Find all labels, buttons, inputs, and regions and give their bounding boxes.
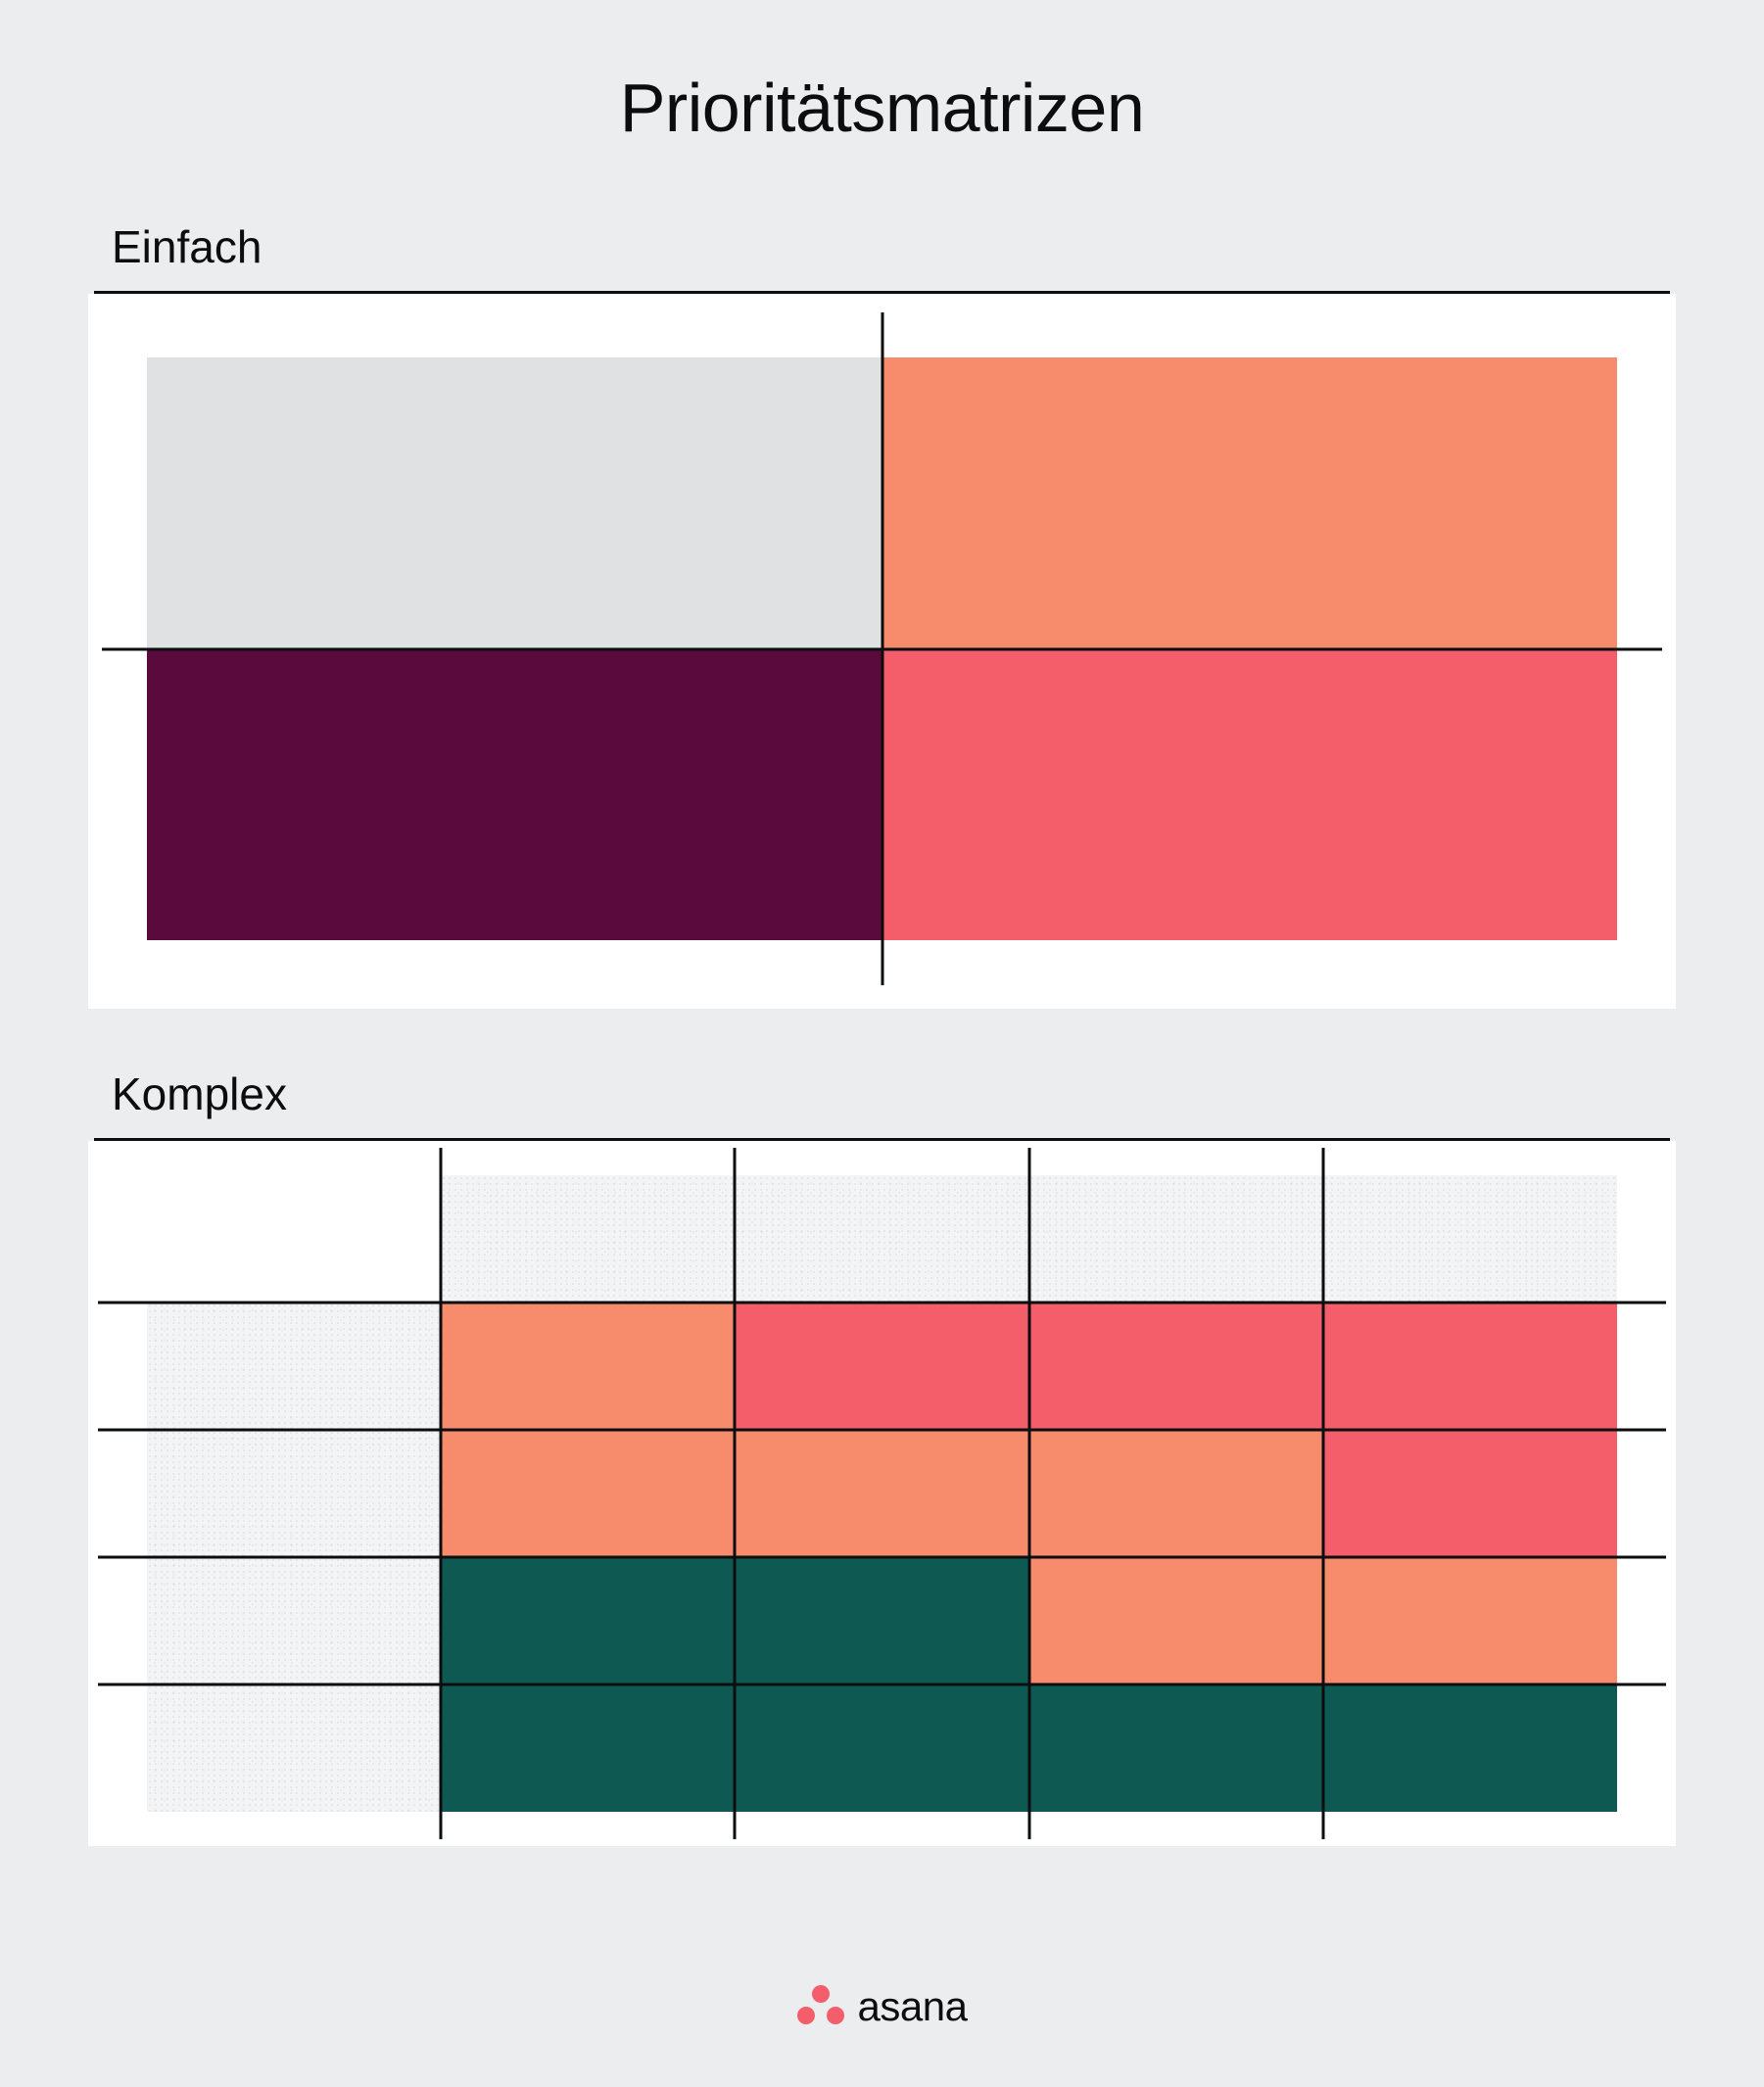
complex-grid-line-v <box>440 1148 443 1839</box>
complex-cells <box>147 1175 1617 1812</box>
asana-dot <box>797 2007 815 2024</box>
infographic-page: Prioritätsmatrizen Einfach Komplex <box>0 0 1764 2087</box>
complex-cell <box>441 1557 735 1684</box>
footer-brand: asana <box>0 1983 1764 2030</box>
complex-section: Komplex <box>88 1067 1676 1846</box>
complex-cell <box>1323 1430 1617 1557</box>
complex-grid-line-h <box>98 1684 1666 1686</box>
complex-grid-line-v <box>1027 1148 1030 1839</box>
page-title: Prioritätsmatrizen <box>88 69 1676 147</box>
simple-panel <box>88 294 1676 1009</box>
complex-cell <box>735 1175 1028 1303</box>
complex-cell <box>441 1684 735 1812</box>
complex-cell <box>1029 1684 1323 1812</box>
simple-section: Einfach <box>88 220 1676 1009</box>
complex-cell <box>735 1303 1028 1430</box>
asana-dot <box>827 2007 844 2024</box>
asana-logo-icon <box>797 1985 844 2028</box>
complex-cell <box>147 1430 441 1557</box>
complex-cell <box>441 1303 735 1430</box>
complex-cell <box>1323 1684 1617 1812</box>
complex-cell <box>1029 1175 1323 1303</box>
complex-cell <box>147 1557 441 1684</box>
complex-cell <box>441 1175 735 1303</box>
complex-cell <box>1323 1175 1617 1303</box>
complex-panel <box>88 1141 1676 1846</box>
complex-grid-line-v <box>1321 1148 1324 1839</box>
complex-cell <box>735 1684 1028 1812</box>
complex-cell <box>1323 1557 1617 1684</box>
complex-grid-line-h <box>98 1429 1666 1432</box>
complex-label: Komplex <box>112 1067 1676 1120</box>
simple-cell <box>882 357 1618 649</box>
simple-cell <box>882 649 1618 941</box>
complex-cell <box>1323 1303 1617 1430</box>
complex-cell <box>1029 1430 1323 1557</box>
simple-cell <box>147 357 882 649</box>
brand-name: asana <box>858 1983 968 2030</box>
complex-cell <box>735 1557 1028 1684</box>
simple-label: Einfach <box>112 220 1676 273</box>
complex-grid-line-h <box>98 1556 1666 1559</box>
complex-cell <box>1029 1557 1323 1684</box>
complex-cell <box>147 1684 441 1812</box>
simple-grid <box>147 357 1617 940</box>
complex-cell <box>147 1303 441 1430</box>
asana-dot <box>812 1985 830 2003</box>
simple-axis-horizontal <box>102 647 1662 650</box>
simple-cell <box>147 649 882 941</box>
complex-grid-line-v <box>734 1148 737 1839</box>
complex-cell <box>147 1175 441 1303</box>
complex-grid <box>147 1175 1617 1812</box>
complex-grid-line-h <box>98 1302 1666 1304</box>
complex-cell <box>441 1430 735 1557</box>
complex-cell <box>735 1430 1028 1557</box>
complex-cell <box>1029 1303 1323 1430</box>
